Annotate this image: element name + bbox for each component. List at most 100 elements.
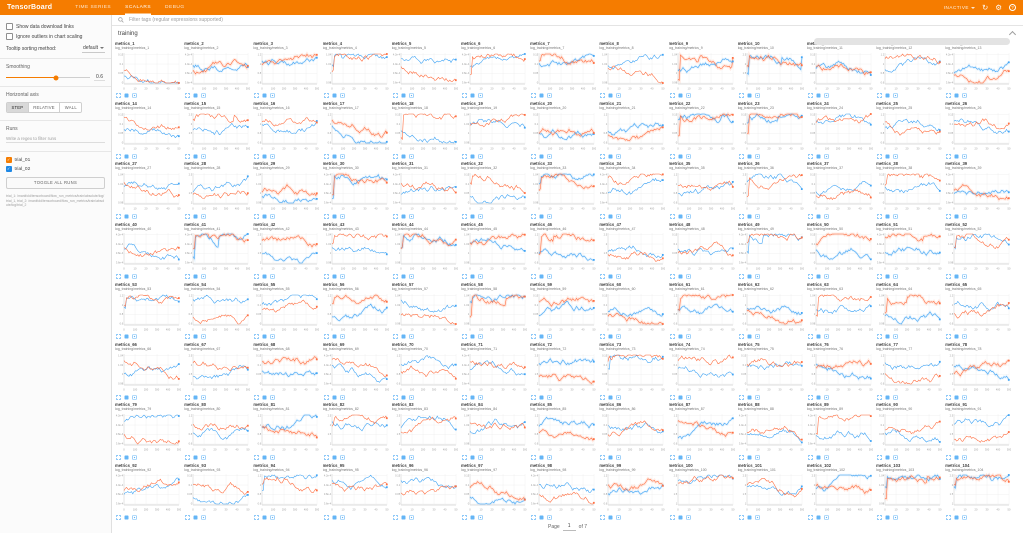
expand-card-icon[interactable] bbox=[531, 93, 536, 99]
pin-card-icon[interactable] bbox=[124, 395, 129, 400]
expand-card-icon[interactable] bbox=[323, 214, 329, 219]
pin-card-icon[interactable] bbox=[608, 93, 613, 98]
pin-card-icon[interactable] bbox=[885, 395, 890, 400]
expand-card-icon[interactable] bbox=[946, 515, 952, 520]
fit-domain-icon[interactable] bbox=[132, 274, 137, 279]
expand-card-icon[interactable] bbox=[600, 334, 606, 340]
fit-domain-icon[interactable] bbox=[339, 394, 345, 400]
expand-card-icon[interactable] bbox=[600, 515, 606, 520]
expand-card-icon[interactable] bbox=[462, 394, 467, 400]
pin-card-icon[interactable] bbox=[539, 334, 544, 339]
fit-domain-icon[interactable] bbox=[893, 454, 898, 460]
scalar-chart[interactable]: 4.2e-44.0e-43.8e-43.6e-40 100 200 300 400 500 bbox=[184, 231, 250, 273]
scalar-chart[interactable]: 2.521.510 100 200 300 400 500 bbox=[599, 231, 665, 273]
expand-card-icon[interactable] bbox=[254, 454, 260, 460]
pin-card-icon[interactable] bbox=[332, 515, 337, 520]
expand-card-icon[interactable] bbox=[738, 454, 744, 460]
fit-domain-icon[interactable] bbox=[132, 93, 137, 99]
pin-card-icon[interactable] bbox=[193, 334, 198, 339]
pin-card-icon[interactable] bbox=[262, 395, 267, 400]
fit-domain-icon[interactable] bbox=[754, 93, 760, 99]
expand-card-icon[interactable] bbox=[323, 153, 329, 159]
fit-domain-icon[interactable] bbox=[201, 153, 206, 159]
expand-card-icon[interactable] bbox=[116, 515, 121, 520]
scalar-chart[interactable]: 2.521.510 100 200 300 400 500 bbox=[945, 412, 1011, 454]
scalar-chart[interactable]: 4.2e-44.0e-43.8e-43.6e-40 10 20 30 40 50 bbox=[392, 171, 458, 213]
scalar-chart[interactable]: 4.2e-44.0e-43.8e-43.6e-40 10 20 30 40 50 bbox=[876, 231, 942, 273]
pin-card-icon[interactable] bbox=[124, 154, 129, 159]
expand-card-icon[interactable] bbox=[808, 454, 813, 460]
fit-domain-icon[interactable] bbox=[893, 214, 898, 219]
expand-card-icon[interactable] bbox=[185, 93, 191, 99]
fit-domain-icon[interactable] bbox=[201, 454, 206, 460]
axis-step-button[interactable]: STEP bbox=[7, 103, 29, 113]
scalar-chart[interactable]: 2.521.510 10 20 30 40 50 bbox=[253, 231, 319, 273]
expand-card-icon[interactable] bbox=[877, 153, 882, 159]
fit-domain-icon[interactable] bbox=[339, 454, 345, 460]
scalar-chart[interactable]: 1.210.80.60 10 20 30 40 50 bbox=[876, 352, 942, 394]
expand-card-icon[interactable] bbox=[808, 153, 813, 159]
pin-card-icon[interactable] bbox=[954, 214, 959, 219]
expand-card-icon[interactable] bbox=[738, 394, 744, 400]
scalar-chart[interactable]: 1.210.80.60 100 200 300 400 500 bbox=[738, 292, 804, 334]
pin-card-icon[interactable] bbox=[539, 455, 544, 460]
pin-card-icon[interactable] bbox=[885, 154, 890, 159]
tag-filter-input[interactable] bbox=[127, 16, 551, 24]
expand-card-icon[interactable] bbox=[254, 153, 260, 159]
scalar-chart[interactable]: 4.2e-44.0e-43.8e-43.6e-40 100 200 300 400 500 bbox=[392, 51, 458, 93]
fit-domain-icon[interactable] bbox=[132, 153, 137, 159]
pin-card-icon[interactable] bbox=[124, 274, 129, 279]
scalar-chart[interactable]: 4.2e-44.0e-43.8e-43.6e-40 10 20 30 40 50 bbox=[945, 171, 1011, 213]
expand-card-icon[interactable] bbox=[946, 394, 952, 400]
expand-card-icon[interactable] bbox=[531, 515, 536, 520]
fit-domain-icon[interactable] bbox=[616, 454, 622, 460]
expand-card-icon[interactable] bbox=[392, 454, 398, 460]
fit-domain-icon[interactable] bbox=[685, 334, 691, 340]
fit-domain-icon[interactable] bbox=[754, 334, 760, 340]
fit-domain-icon[interactable] bbox=[408, 274, 414, 279]
expand-card-icon[interactable] bbox=[531, 394, 536, 400]
expand-card-icon[interactable] bbox=[392, 93, 398, 99]
fit-domain-icon[interactable] bbox=[962, 93, 968, 99]
pin-card-icon[interactable] bbox=[885, 455, 890, 460]
fit-domain-icon[interactable] bbox=[270, 454, 276, 460]
pin-card-icon[interactable] bbox=[608, 154, 613, 159]
fit-domain-icon[interactable] bbox=[962, 515, 968, 520]
scalar-chart[interactable]: 4.2e-44.0e-43.8e-43.6e-40 100 200 300 400 500 bbox=[807, 412, 873, 454]
expand-card-icon[interactable] bbox=[323, 274, 329, 279]
scalar-chart[interactable]: 4.2e-44.0e-43.8e-43.6e-40 10 20 30 40 50 bbox=[945, 51, 1011, 93]
fit-domain-icon[interactable] bbox=[616, 334, 622, 340]
pin-card-icon[interactable] bbox=[124, 515, 129, 520]
expand-card-icon[interactable] bbox=[808, 515, 813, 520]
expand-card-icon[interactable] bbox=[600, 454, 606, 460]
expand-card-icon[interactable] bbox=[392, 214, 398, 219]
fit-domain-icon[interactable] bbox=[893, 515, 898, 520]
fit-domain-icon[interactable] bbox=[962, 454, 968, 460]
pin-card-icon[interactable] bbox=[678, 154, 683, 159]
expand-card-icon[interactable] bbox=[392, 274, 398, 279]
fit-domain-icon[interactable] bbox=[132, 394, 137, 400]
fit-domain-icon[interactable] bbox=[962, 214, 968, 219]
expand-card-icon[interactable] bbox=[738, 153, 744, 159]
fit-domain-icon[interactable] bbox=[339, 93, 345, 99]
pin-card-icon[interactable] bbox=[124, 214, 129, 219]
fit-domain-icon[interactable] bbox=[824, 334, 829, 340]
expand-card-icon[interactable] bbox=[116, 394, 121, 400]
pin-card-icon[interactable] bbox=[401, 154, 406, 159]
scalar-chart[interactable]: 4.2e-44.0e-43.8e-43.6e-40 10 20 30 40 50 bbox=[323, 472, 389, 514]
expand-card-icon[interactable] bbox=[669, 454, 675, 460]
expand-card-icon[interactable] bbox=[808, 93, 813, 99]
fit-domain-icon[interactable] bbox=[201, 394, 206, 400]
pin-card-icon[interactable] bbox=[608, 334, 613, 339]
